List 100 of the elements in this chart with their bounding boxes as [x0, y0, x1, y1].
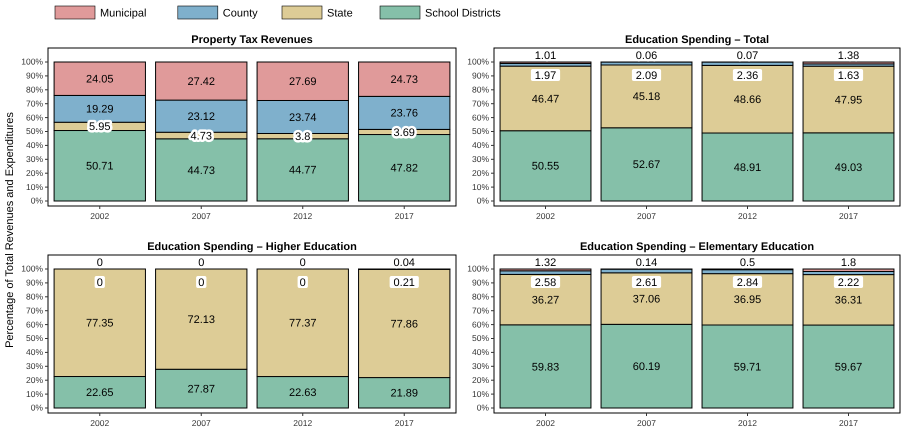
- data-label: 0.21: [394, 276, 415, 289]
- data-label: 48.91: [734, 162, 762, 174]
- y-tick-label: 60%: [472, 112, 490, 122]
- y-tick-label: 10%: [472, 388, 490, 399]
- data-label: 52.67: [632, 159, 660, 172]
- y-tick-label: 30%: [472, 154, 490, 164]
- y-tick-label: 100%: [21, 264, 44, 274]
- y-tick-label: 30%: [472, 361, 490, 372]
- y-tick-label: 60%: [472, 319, 490, 330]
- y-tick-label: 60%: [26, 112, 44, 122]
- data-label: 37.06: [632, 293, 660, 306]
- y-tick-label: 60%: [26, 319, 44, 330]
- chart-title: Education Spending – Higher Education: [147, 241, 358, 253]
- data-label: 77.86: [390, 318, 418, 330]
- data-label: 77.37: [288, 318, 317, 330]
- y-tick-label: 0%: [30, 402, 44, 413]
- y-tick-label: 100%: [467, 264, 490, 274]
- y-tick-label: 0%: [476, 196, 490, 206]
- data-label: 44.73: [187, 164, 216, 177]
- chart-title: Education Spending – Total: [624, 34, 770, 46]
- x-tick-label: 2012: [738, 211, 758, 221]
- data-label: 0: [96, 276, 103, 289]
- data-label: 22.63: [288, 387, 317, 400]
- y-tick-label: 40%: [26, 347, 44, 358]
- y-axis-title: Percentage of Total Revenues and Expenditures: [4, 112, 16, 348]
- data-label: 27.87: [187, 383, 216, 396]
- y-tick-label: 70%: [472, 98, 490, 108]
- y-tick-label: 20%: [472, 168, 490, 178]
- data-label: 46.47: [532, 93, 560, 106]
- y-tick-label: 80%: [472, 84, 490, 95]
- data-label: 2.61: [636, 276, 658, 289]
- data-label: 2.09: [636, 70, 658, 82]
- data-label: 44.77: [288, 164, 317, 177]
- data-label: 59.83: [532, 361, 560, 374]
- data-label: 0.14: [636, 256, 658, 269]
- y-tick-label: 50%: [472, 333, 490, 344]
- data-label: 2.58: [534, 276, 556, 289]
- y-tick-label: 90%: [472, 278, 490, 288]
- x-tick-label: 2017: [394, 211, 414, 221]
- data-label: 36.27: [532, 294, 560, 306]
- data-label: 77.35: [86, 318, 114, 330]
- x-tick-label: 2012: [738, 418, 758, 428]
- y-tick-label: 50%: [26, 333, 44, 344]
- y-tick-label: 90%: [26, 70, 44, 81]
- y-tick-label: 80%: [26, 292, 44, 302]
- y-tick-label: 20%: [26, 168, 44, 178]
- y-tick-label: 30%: [26, 154, 44, 164]
- data-label: 2.84: [736, 276, 758, 289]
- x-tick-label: 2002: [90, 418, 110, 428]
- chart-title: Education Spending – Elementary Education: [580, 241, 814, 253]
- x-tick-label: 2017: [394, 418, 414, 428]
- data-label: 49.03: [834, 162, 862, 174]
- legend-label: State: [327, 8, 353, 20]
- y-tick-label: 10%: [472, 182, 490, 192]
- y-tick-label: 0%: [476, 402, 490, 413]
- y-tick-label: 90%: [472, 70, 490, 81]
- data-label: 23.76: [390, 108, 418, 120]
- y-tick-label: 70%: [472, 305, 490, 316]
- x-tick-label: 2012: [293, 211, 312, 221]
- x-tick-label: 2002: [90, 211, 110, 221]
- data-label: 0.07: [736, 50, 758, 62]
- data-label: 0: [198, 276, 204, 289]
- x-tick-label: 2007: [192, 418, 211, 428]
- y-tick-label: 30%: [26, 361, 44, 372]
- data-label: 48.66: [734, 94, 762, 106]
- data-label: 0.06: [636, 50, 658, 62]
- data-label: 0: [300, 276, 306, 289]
- y-tick-label: 70%: [26, 305, 44, 316]
- y-tick-label: 20%: [26, 374, 44, 385]
- data-label: 24.05: [86, 74, 114, 86]
- x-tick-label: 2002: [536, 211, 556, 221]
- data-label: 47.95: [834, 94, 862, 106]
- data-label: 36.31: [834, 294, 862, 307]
- data-label: 1.32: [534, 256, 556, 269]
- data-label: 60.19: [632, 361, 660, 374]
- data-label: 47.82: [390, 162, 418, 175]
- data-label: 1.63: [838, 70, 860, 82]
- y-tick-label: 40%: [472, 140, 490, 150]
- y-tick-label: 100%: [467, 56, 490, 67]
- data-label: 2.22: [838, 276, 860, 289]
- y-tick-label: 50%: [472, 126, 490, 136]
- data-label: 27.69: [288, 76, 317, 88]
- data-label: 2.36: [736, 70, 758, 82]
- data-label: 27.42: [187, 76, 216, 88]
- y-tick-label: 70%: [26, 98, 44, 108]
- data-label: 22.65: [86, 387, 114, 400]
- y-tick-label: 80%: [26, 84, 44, 95]
- data-label: 1.8: [840, 256, 856, 269]
- x-tick-label: 2012: [293, 418, 312, 428]
- data-label: 0: [300, 256, 306, 269]
- legend-label: School Districts: [425, 8, 502, 20]
- data-label: 0.5: [740, 256, 756, 269]
- y-tick-label: 10%: [26, 388, 44, 399]
- data-label: 24.73: [390, 74, 418, 86]
- data-label: 0: [198, 256, 204, 269]
- legend-label: Municipal: [100, 8, 146, 20]
- data-label: 0: [96, 256, 103, 269]
- data-label: 23.74: [288, 112, 317, 124]
- y-tick-label: 80%: [472, 292, 490, 302]
- data-label: 72.13: [187, 314, 216, 326]
